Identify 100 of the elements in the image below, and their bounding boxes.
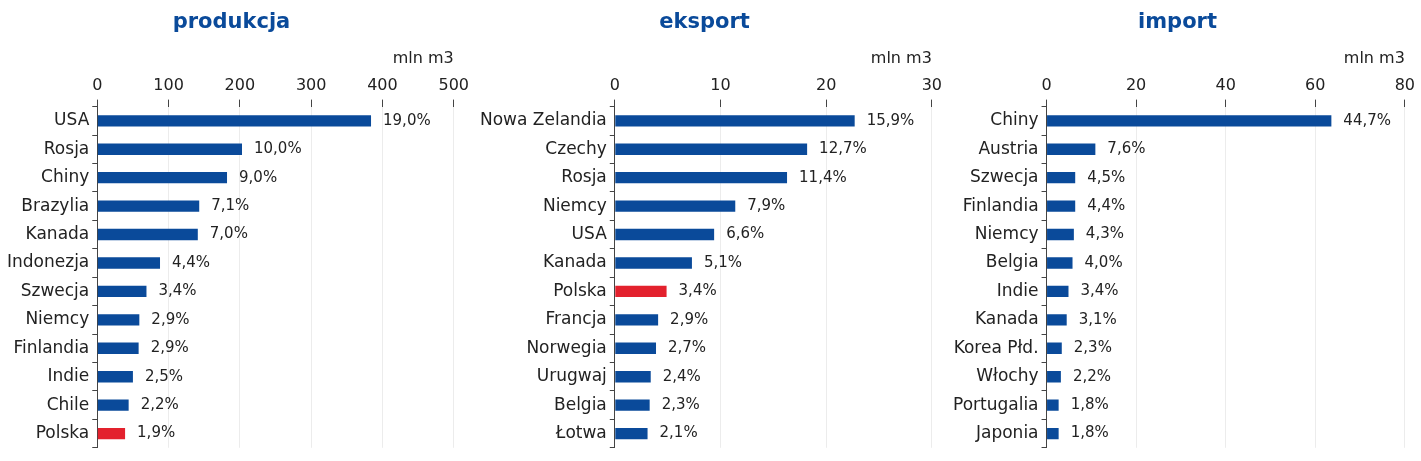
x-tick-label: 20: [1125, 75, 1147, 95]
annotation: 1,9%: [137, 423, 176, 442]
annotation: 2,2%: [1072, 366, 1111, 385]
x-tick-label: 500: [438, 75, 469, 95]
bar: [97, 257, 161, 269]
bar: [1047, 427, 1059, 440]
y-tick-label: Francja: [545, 308, 607, 329]
y-tick-label: Korea Płd.: [953, 336, 1039, 357]
bar: [97, 371, 133, 383]
bar: [97, 228, 198, 241]
y-tick-label: Kanada: [25, 222, 90, 243]
bar: [97, 172, 228, 184]
annotation: 3,4%: [678, 281, 717, 300]
annotation: 4,3%: [1085, 224, 1124, 243]
x-tick-label: 200: [224, 75, 256, 95]
x-tick-label: 60: [1305, 75, 1326, 95]
annotation: 44,7%: [1343, 110, 1392, 129]
bar: [97, 427, 126, 440]
annotation: 15,9%: [866, 110, 915, 129]
x-tick-label: 0: [92, 75, 103, 95]
y-tick-label: USA: [571, 222, 608, 243]
annotation: 2,9%: [670, 309, 709, 328]
annotation: 3,4%: [158, 281, 197, 300]
y-tick-label: Włochy: [976, 365, 1039, 386]
annotation: 2,7%: [668, 338, 707, 357]
bar: [97, 399, 129, 411]
bar: [97, 115, 372, 127]
bar: [1047, 172, 1076, 184]
y-tick-label: Belgia: [554, 393, 607, 414]
annotation: 3,1%: [1078, 309, 1117, 328]
annotation: 9,0%: [239, 167, 278, 186]
y-tick-label: Szwecja: [969, 166, 1039, 187]
y-tick-label: Indonezja: [7, 251, 90, 272]
y-tick-label: Niemcy: [25, 308, 90, 329]
bar: [615, 200, 736, 212]
bar: [615, 257, 692, 269]
x-tick-label: 400: [367, 75, 398, 95]
y-tick-label: Urugwaj: [536, 365, 607, 386]
annotation: 7,0%: [209, 224, 248, 243]
y-tick-label: Austria: [978, 137, 1039, 158]
annotation: 2,3%: [1073, 338, 1112, 357]
annotation: 6,6%: [726, 224, 765, 243]
x-tick-label: 0: [609, 75, 620, 95]
y-tick-label: Rosja: [43, 137, 90, 158]
bar: [1047, 285, 1069, 298]
bar: [1047, 200, 1076, 212]
bar: [1047, 371, 1061, 383]
x-tick-label: 300: [295, 75, 327, 95]
bar: [615, 427, 648, 440]
bar: [615, 285, 667, 298]
bar: [615, 399, 650, 411]
x-tick-label: 20: [815, 75, 837, 95]
annotation: 7,1%: [211, 196, 250, 215]
x-tick-label: 100: [153, 75, 184, 95]
annotation: 3,4%: [1080, 281, 1119, 300]
y-tick-label: USA: [54, 109, 90, 130]
x-axis-title: mln m3: [870, 47, 932, 67]
x-axis-title: mln m3: [1343, 47, 1405, 67]
y-tick-label: Chiny: [990, 109, 1039, 130]
y-tick-label: Czechy: [545, 137, 607, 158]
x-axis-title: mln m3: [392, 47, 454, 67]
y-tick-label: Norwegia: [526, 336, 607, 357]
y-tick-label: Brazylia: [21, 194, 90, 215]
y-tick-label: Finlandia: [962, 194, 1039, 215]
y-tick-label: Szwecja: [20, 279, 90, 300]
bar: [1047, 143, 1096, 155]
bar: [1047, 342, 1062, 354]
annotation: 1,8%: [1070, 395, 1109, 414]
bar: [615, 342, 657, 354]
annotation: 4,4%: [1087, 196, 1126, 215]
y-tick-label: Polska: [35, 422, 90, 443]
chart-title: eksport: [659, 9, 750, 34]
annotation: 2,1%: [659, 423, 698, 442]
bar: [1047, 257, 1073, 269]
x-tick-label: 10: [710, 75, 731, 95]
y-tick-label: Finlandia: [13, 336, 90, 357]
bar: [97, 285, 147, 298]
y-tick-label: Portugalia: [952, 393, 1039, 414]
bar: [1047, 115, 1332, 127]
y-tick-label: Kanada: [974, 308, 1039, 329]
x-tick-label: 30: [921, 75, 942, 95]
x-tick-label: 40: [1215, 75, 1236, 95]
bar: [615, 314, 659, 326]
y-tick-label: Nowa Zelandia: [480, 109, 607, 130]
annotation: 19,0%: [383, 110, 431, 129]
bar: [1047, 399, 1059, 411]
y-tick-label: Chiny: [41, 166, 90, 187]
y-tick-label: Japonia: [975, 422, 1039, 443]
y-tick-label: Belgia: [985, 251, 1039, 272]
y-tick-label: Niemcy: [542, 194, 607, 215]
bar: [97, 314, 140, 326]
y-tick-label: Indie: [47, 365, 90, 386]
bar: [97, 143, 242, 155]
annotation: 10,0%: [254, 139, 302, 158]
chart-title: produkcja: [172, 9, 291, 34]
annotation: 2,2%: [140, 395, 179, 414]
chart-title: import: [1138, 9, 1217, 34]
annotation: 12,7%: [819, 139, 867, 158]
bar: [97, 200, 200, 212]
bar: [615, 143, 808, 155]
